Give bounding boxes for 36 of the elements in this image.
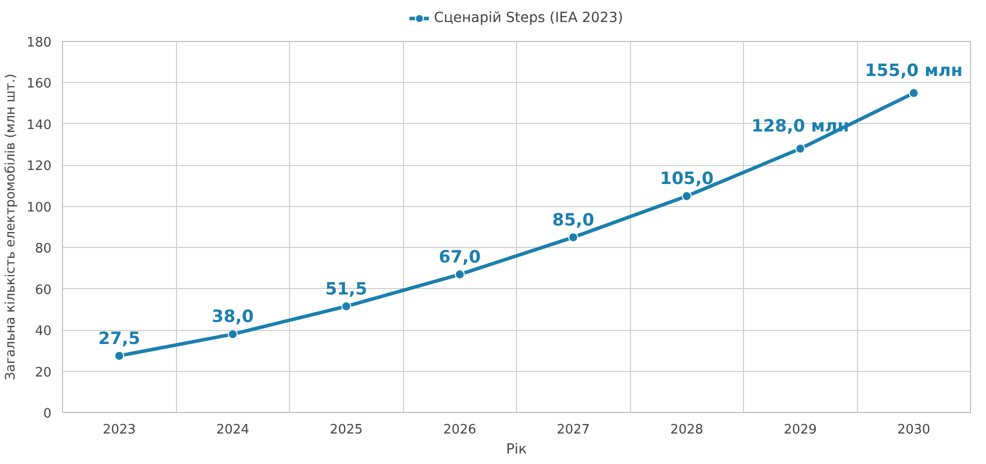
point — [228, 329, 238, 340]
y-axis-title: Загальна кількість електромобілів (млн шт.) — [4, 74, 19, 380]
x-tick-label: 2028 — [670, 422, 704, 438]
point — [682, 191, 692, 202]
point — [454, 269, 465, 280]
point — [114, 350, 124, 361]
y-tick-label: 60 — [34, 282, 52, 298]
point — [795, 144, 806, 154]
y-tick-label: 140 — [26, 118, 52, 133]
x-axis-title: Рік — [506, 442, 527, 458]
legend-label: Сценарій Steps (IEA 2023) — [434, 10, 624, 26]
data-label: 38,0 — [212, 307, 254, 328]
data-label: 27,5 — [98, 328, 140, 349]
x-tick-label: 2030 — [897, 422, 930, 438]
y-tick-label: 20 — [34, 365, 52, 380]
y-tick-label: 180 — [26, 36, 52, 50]
y-tick-label: 100 — [26, 200, 52, 216]
data-label: 67,0 — [438, 247, 481, 268]
point — [341, 301, 352, 312]
data-label: 85,0 — [552, 210, 594, 230]
point — [568, 232, 578, 242]
y-tick-label: 0 — [43, 406, 52, 422]
y-tick-label: 80 — [34, 242, 52, 257]
x-tick-label: 2025 — [330, 422, 363, 438]
y-tick-label: 160 — [26, 76, 52, 92]
point — [908, 88, 919, 98]
y-tick-label: 120 — [26, 159, 52, 174]
data-label: 105,0 — [660, 169, 714, 190]
x-tick-label: 2027 — [556, 422, 590, 438]
x-tick-label: 2024 — [216, 422, 250, 438]
x-tick-label: 2026 — [443, 422, 476, 438]
data-label: 51,5 — [325, 279, 368, 300]
x-tick-label: 2023 — [102, 422, 136, 438]
data-label: 155,0 млн — [864, 61, 963, 82]
y-tick-label: 40 — [34, 324, 52, 340]
x-tick-label: 2029 — [784, 422, 817, 438]
